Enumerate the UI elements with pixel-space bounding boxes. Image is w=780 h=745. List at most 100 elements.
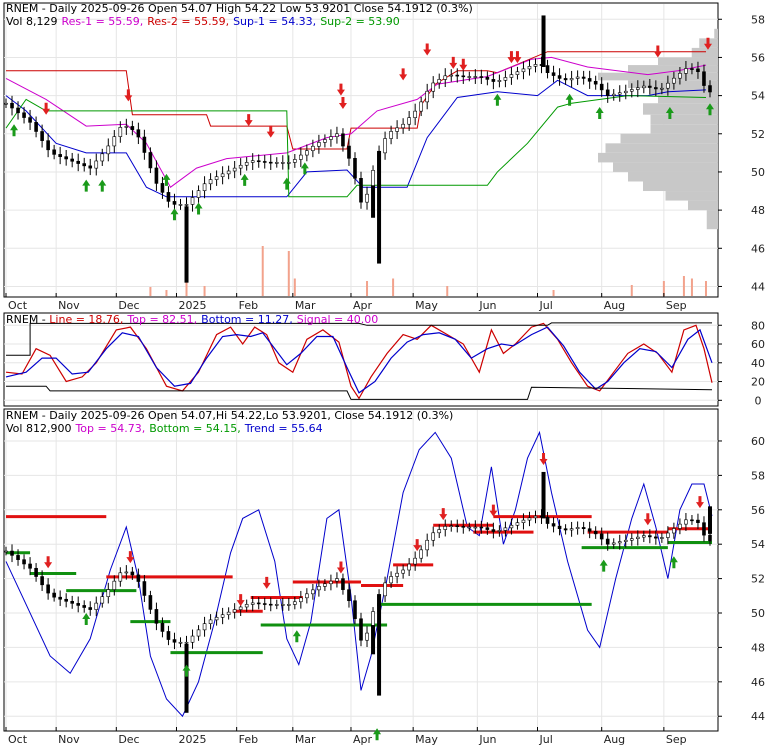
candle-body bbox=[353, 600, 357, 620]
candle-body bbox=[154, 609, 159, 624]
sell-arrow bbox=[423, 43, 432, 56]
price-y-tick-label: 44 bbox=[751, 280, 765, 293]
sell-arrow bbox=[336, 561, 345, 574]
volume-bar bbox=[704, 281, 707, 296]
candle-body bbox=[461, 75, 466, 78]
price-y-tick-label: 48 bbox=[751, 204, 765, 217]
buy-arrow bbox=[373, 728, 382, 741]
volume-bar bbox=[446, 286, 449, 296]
trend-x-label: Nov bbox=[58, 733, 80, 745]
candle-body bbox=[329, 136, 333, 140]
stoch-top-line bbox=[6, 322, 712, 356]
trend-panel: 44 46 48 50 52 54 56 58 60 Oct Nov Dec 2025 Feb Mar Ap… bbox=[3, 408, 765, 745]
volume-profile-bar bbox=[650, 124, 718, 134]
candle-body bbox=[545, 516, 550, 524]
candle-body bbox=[130, 571, 135, 576]
trend-panel-frame bbox=[3, 408, 719, 732]
price-panel: 44 46 48 50 52 54 56 58 Oct Nov Dec 2025 Feb Mar Apr M… bbox=[3, 0, 765, 312]
candle-body bbox=[130, 126, 135, 130]
candle-body bbox=[515, 522, 520, 526]
candle-body bbox=[611, 93, 616, 96]
candle-body bbox=[684, 68, 688, 74]
candle-body bbox=[184, 641, 189, 644]
candle-body bbox=[88, 165, 93, 169]
candle-body bbox=[425, 539, 429, 551]
volume-bar bbox=[630, 285, 633, 296]
volume-bar bbox=[185, 273, 188, 296]
candle-body bbox=[64, 598, 68, 602]
candle-body bbox=[220, 614, 225, 618]
stoch-y-tick-label: 60 bbox=[751, 338, 765, 351]
candle-body bbox=[660, 537, 664, 539]
candle-body bbox=[672, 77, 676, 84]
long-candle bbox=[371, 185, 376, 218]
volume-profile-bar bbox=[605, 143, 718, 153]
sell-arrow bbox=[124, 89, 133, 102]
candle-body bbox=[329, 580, 333, 585]
candle-body bbox=[587, 528, 592, 532]
candle-body bbox=[431, 82, 436, 92]
candle-body bbox=[605, 538, 610, 545]
candle-body bbox=[708, 85, 712, 93]
buy-arrow bbox=[82, 179, 91, 192]
candle-body bbox=[274, 604, 279, 606]
sell-arrow bbox=[399, 68, 408, 81]
sell-arrow bbox=[449, 56, 458, 69]
candle-body bbox=[503, 527, 508, 531]
candle-body bbox=[124, 126, 129, 128]
long-candle bbox=[184, 643, 189, 713]
candle-body bbox=[106, 589, 111, 597]
price-x-label: Oct bbox=[8, 299, 28, 312]
candle-body bbox=[274, 162, 279, 164]
candle-body bbox=[190, 635, 195, 643]
sell-arrow bbox=[513, 51, 522, 64]
volume-profile-bar bbox=[613, 162, 718, 172]
candle-body bbox=[437, 79, 442, 84]
candle-body bbox=[232, 167, 237, 172]
candle-body bbox=[623, 539, 628, 542]
trend-y-tick-label: 60 bbox=[751, 435, 765, 448]
trend-y-tick-label: 58 bbox=[751, 469, 765, 482]
candle-body bbox=[208, 179, 213, 185]
candle-body bbox=[521, 519, 526, 523]
candle-body bbox=[635, 536, 640, 539]
sell-arrow bbox=[413, 539, 422, 552]
trend-y-tick-label: 44 bbox=[751, 710, 765, 723]
candle-body bbox=[497, 530, 502, 532]
candle-body bbox=[4, 102, 8, 105]
volume-profile-bar bbox=[628, 80, 718, 88]
sell-arrow bbox=[266, 125, 275, 138]
stoch-y-tick-label: 80 bbox=[751, 319, 765, 332]
volume-profile-bar bbox=[706, 210, 718, 230]
candle-body bbox=[503, 77, 508, 81]
candle-body bbox=[654, 87, 658, 90]
candle-body bbox=[648, 85, 652, 88]
candle-body bbox=[305, 150, 309, 156]
candle-body bbox=[106, 145, 111, 155]
candle-body bbox=[395, 127, 399, 132]
volume-bar bbox=[552, 290, 555, 296]
sell-arrow bbox=[262, 576, 271, 589]
candle-body bbox=[533, 515, 538, 519]
candle-body bbox=[287, 604, 291, 606]
candle-body bbox=[479, 526, 484, 529]
candle-body bbox=[425, 90, 429, 103]
candle-body bbox=[509, 74, 514, 78]
candle-body bbox=[40, 576, 44, 586]
trend-x-label: Dec bbox=[118, 733, 139, 745]
stoch-y-tick-label: 40 bbox=[751, 357, 765, 370]
candle-body bbox=[563, 528, 568, 531]
candle-body bbox=[190, 197, 195, 205]
candle-body bbox=[148, 595, 153, 610]
candle-body bbox=[46, 584, 50, 594]
price-x-label: May bbox=[415, 299, 438, 312]
candle-body bbox=[365, 632, 369, 641]
candle-body bbox=[407, 117, 411, 125]
volume-profile-bar bbox=[688, 200, 718, 211]
buy-arrow bbox=[240, 173, 249, 186]
candle-body bbox=[533, 64, 538, 67]
candle-body bbox=[635, 87, 640, 90]
candle-body bbox=[28, 563, 32, 569]
candle-body bbox=[293, 601, 297, 605]
candle-body bbox=[696, 68, 700, 73]
